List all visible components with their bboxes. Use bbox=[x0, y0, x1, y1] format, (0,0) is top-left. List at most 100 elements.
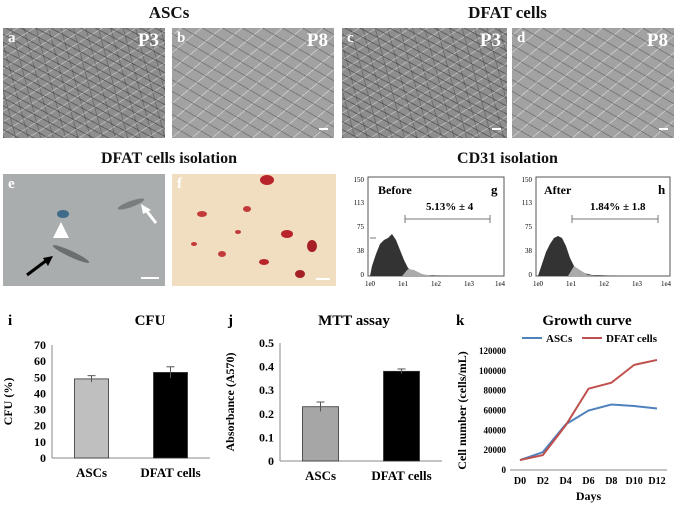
panel-letter-f: f bbox=[177, 176, 182, 192]
flow-x-tick: 1e1 bbox=[398, 280, 409, 288]
stained-cell bbox=[197, 211, 207, 217]
x-tick-label: D4 bbox=[560, 476, 572, 487]
flow-x-tick: 1e0 bbox=[365, 280, 376, 288]
panel-letter-h: h bbox=[658, 182, 666, 197]
scale-bar bbox=[492, 128, 501, 130]
cell bbox=[57, 210, 69, 218]
passage-label-d: P8 bbox=[646, 30, 668, 51]
flow-x-tick: 1e2 bbox=[431, 280, 442, 288]
y-tick-label: 0 bbox=[268, 454, 274, 468]
panel-letter-a: a bbox=[8, 30, 16, 46]
panel-letter: k bbox=[456, 313, 465, 329]
x-tick-label: D6 bbox=[582, 476, 594, 487]
flow-y-tick: 0 bbox=[361, 271, 365, 279]
flow-panel-label: After bbox=[544, 183, 572, 197]
y-tick-label: 50 bbox=[34, 370, 46, 384]
growth-curve-chart: k Growth curve ASCs DFAT cells 0 20000 40000 60… bbox=[455, 313, 667, 503]
flow-y-tick: 38 bbox=[357, 247, 365, 255]
y-tick-label: 20000 bbox=[484, 445, 507, 455]
bar-dfat-cells bbox=[153, 372, 188, 459]
micrograph-panel-c: c P3 bbox=[342, 28, 507, 138]
y-tick-label: 120000 bbox=[479, 346, 507, 356]
micrograph-panel-e: e bbox=[3, 174, 165, 286]
flow-y-tick: 113 bbox=[522, 199, 533, 207]
x-tick-label: D10 bbox=[626, 476, 643, 487]
bar-dfat-cells bbox=[383, 370, 420, 462]
flow-y-tick: 38 bbox=[525, 247, 533, 255]
flow-y-tick: 0 bbox=[529, 271, 533, 279]
y-tick-label: 40000 bbox=[484, 425, 507, 435]
flow-panel-g: 150 113 75 38 0 1e0 1e1 1e2 1e3 1e4 Befo… bbox=[342, 174, 507, 292]
flow-x-tick: 1e4 bbox=[661, 280, 672, 288]
flow-histogram-area bbox=[370, 234, 452, 276]
x-axis-label: Days bbox=[576, 489, 602, 503]
chart-title: MTT assay bbox=[318, 313, 390, 329]
y-tick-label: 40 bbox=[34, 386, 46, 400]
flow-y-tick: 75 bbox=[525, 223, 533, 231]
y-tick-label: 30 bbox=[34, 403, 46, 417]
header-dfat-cells: DFAT cells bbox=[468, 3, 547, 22]
x-tick-label: D0 bbox=[514, 476, 526, 487]
y-axis-label: CFU (%) bbox=[1, 378, 15, 426]
flow-x-tick: 1e4 bbox=[495, 280, 506, 288]
y-tick-label: 0.2 bbox=[259, 407, 274, 421]
stained-cell bbox=[307, 240, 317, 252]
y-tick-label: 0.1 bbox=[259, 430, 274, 444]
panel-letter-g: g bbox=[491, 182, 498, 197]
series-line-ascs bbox=[519, 403, 658, 462]
micrograph-panel-a: a P3 bbox=[3, 28, 165, 138]
stained-cell bbox=[260, 175, 274, 185]
x-tick-label: ASCs bbox=[76, 465, 107, 480]
flow-y-tick: 150 bbox=[354, 176, 365, 184]
black-arrow-head bbox=[43, 256, 53, 266]
y-tick-label: 0.3 bbox=[259, 383, 274, 397]
bar-ascs bbox=[302, 406, 339, 462]
chart-title: Growth curve bbox=[542, 313, 632, 329]
flow-histogram-after: 150 113 75 38 0 1e0 1e1 1e2 1e3 1e4 Afte… bbox=[522, 176, 672, 288]
micrograph-panel-f: f bbox=[172, 174, 336, 286]
flow-x-tick: 1e3 bbox=[464, 280, 475, 288]
y-tick-label: 0 bbox=[40, 451, 46, 465]
flow-x-tick: 1e3 bbox=[632, 280, 643, 288]
cfu-bar-chart: i CFU 0 10 20 30 40 50 60 70 CFU (%) ASCs DFAT cells bbox=[1, 313, 210, 480]
flow-histogram-area bbox=[538, 236, 622, 276]
y-tick-label: 20 bbox=[34, 419, 46, 433]
panel-letter: j bbox=[227, 313, 233, 329]
flow-histogram-tail bbox=[402, 269, 432, 276]
micrograph-panel-d: d P8 bbox=[512, 28, 674, 138]
flow-percentage: 5.13% ± 4 bbox=[426, 201, 474, 213]
panel-f-overlay bbox=[191, 175, 330, 280]
panel-letter-e: e bbox=[8, 176, 15, 192]
header-dfat-isolation: DFAT cells isolation bbox=[101, 150, 237, 167]
legend-label: DFAT cells bbox=[606, 333, 658, 345]
bar-ascs bbox=[74, 378, 109, 459]
header-ascs: ASCs bbox=[148, 3, 190, 22]
scale-bar bbox=[141, 277, 159, 279]
flow-histogram-tail bbox=[568, 266, 598, 276]
stained-cell bbox=[243, 206, 251, 212]
flow-y-tick: 75 bbox=[357, 223, 365, 231]
x-tick-label: DFAT cells bbox=[371, 468, 431, 483]
legend-label: ASCs bbox=[546, 333, 573, 345]
x-tick-label: D2 bbox=[537, 476, 549, 487]
y-tick-label: 100000 bbox=[479, 366, 507, 376]
panel-letter-b: b bbox=[177, 30, 186, 46]
panel-letter: i bbox=[8, 313, 12, 329]
passage-label-b: P8 bbox=[306, 30, 328, 51]
y-tick-label: 60000 bbox=[484, 406, 507, 416]
series-line-dfat-cells bbox=[519, 358, 658, 462]
y-tick-label: 0.5 bbox=[259, 336, 274, 350]
panel-letter-c: c bbox=[347, 30, 354, 46]
chart-k-container: k Growth curve ASCs DFAT cells 0 20000 40000 60… bbox=[452, 303, 677, 503]
chart-i-container: i CFU 0 10 20 30 40 50 60 70 CFU (%) ASCs DFAT cells bbox=[0, 303, 220, 503]
flow-y-tick: 150 bbox=[522, 176, 533, 184]
stained-cell bbox=[191, 242, 197, 246]
stained-cell bbox=[295, 270, 305, 278]
y-axis-label: Cell number (cells/mL) bbox=[455, 351, 469, 469]
flow-histogram-before: 150 113 75 38 0 1e0 1e1 1e2 1e3 1e4 Befo… bbox=[354, 176, 506, 288]
y-tick-label: 70 bbox=[34, 338, 46, 352]
scale-bar bbox=[659, 128, 668, 130]
cell bbox=[117, 198, 145, 210]
flow-x-tick: 1e2 bbox=[599, 280, 610, 288]
scale-bar bbox=[316, 278, 330, 280]
